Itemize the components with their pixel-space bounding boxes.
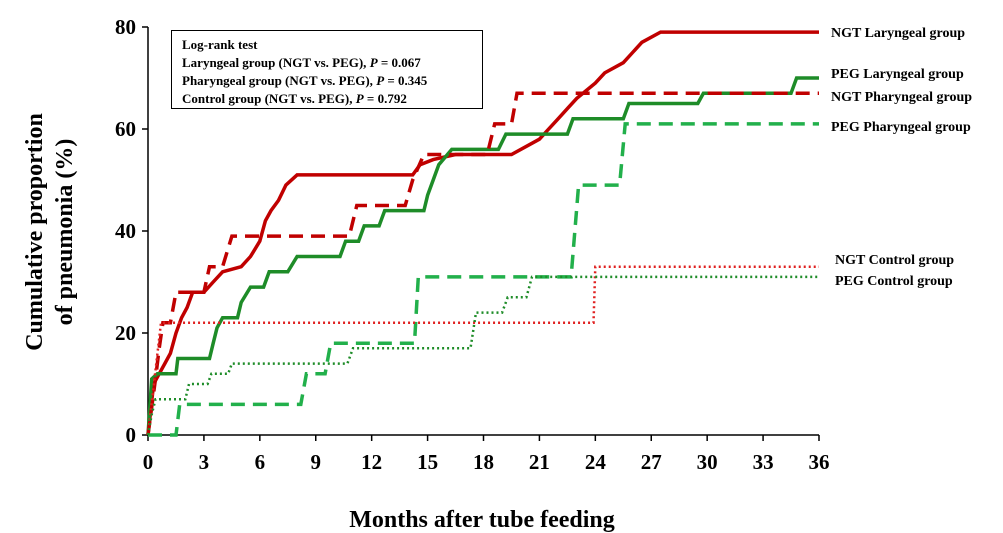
- p-symbol: P: [376, 73, 385, 88]
- annotation-row-text: Control group (NGT vs. PEG),: [182, 91, 356, 106]
- x-tick-label: 0: [143, 450, 154, 474]
- p-value: = 0.345: [384, 73, 428, 88]
- log-rank-annotation: Log-rank test Laryngeal group (NGT vs. P…: [171, 30, 483, 109]
- p-symbol: P: [369, 55, 378, 70]
- series-line-peg-control-group: [146, 275, 819, 436]
- series-line-ngt-laryngeal-group: [146, 30, 819, 436]
- series-label-peg-control-group: PEG Control group: [835, 274, 953, 289]
- x-tick-label: 6: [255, 450, 266, 474]
- y-axis-title-line-1: Cumulative proportion: [22, 113, 48, 351]
- annotation-row-control: Control group (NGT vs. PEG), P = 0.792: [182, 90, 482, 108]
- series-label-peg-pharyngeal-group: PEG Pharyngeal group: [831, 120, 971, 135]
- annotation-row-pharyngeal: Pharyngeal group (NGT vs. PEG), P = 0.34…: [182, 72, 482, 90]
- y-axis-title-line-2: of pneumonia (%): [52, 139, 78, 326]
- annotation-row-text: Laryngeal group (NGT vs. PEG),: [182, 55, 370, 70]
- x-tick-label: 27: [641, 450, 662, 474]
- x-tick-label: 18: [473, 450, 494, 474]
- x-tick-label: 24: [585, 450, 607, 474]
- p-value: = 0.792: [363, 91, 407, 106]
- series-label-ngt-pharyngeal-group: NGT Pharyngeal group: [831, 90, 972, 105]
- y-tick-label: 80: [115, 15, 136, 39]
- series-label-ngt-laryngeal-group: NGT Laryngeal group: [831, 26, 965, 41]
- y-tick-label: 60: [115, 117, 136, 141]
- x-tick-label: 3: [199, 450, 210, 474]
- annotation-row-laryngeal: Laryngeal group (NGT vs. PEG), P = 0.067: [182, 54, 482, 72]
- x-tick-label: 33: [753, 450, 774, 474]
- series-line-peg-laryngeal-group: [146, 76, 819, 436]
- y-tick-label: 20: [115, 321, 136, 345]
- series-line-ngt-pharyngeal-group: [146, 91, 819, 436]
- x-tick-label: 15: [417, 450, 438, 474]
- x-tick-label: 12: [361, 450, 382, 474]
- x-tick-label: 30: [697, 450, 718, 474]
- x-tick-label: 9: [311, 450, 322, 474]
- annotation-title: Log-rank test: [182, 37, 258, 52]
- y-axis-title: Cumulative proportion of pneumonia (%): [22, 113, 78, 351]
- x-tick-label: 36: [809, 450, 830, 474]
- p-symbol: P: [355, 91, 364, 106]
- x-axis-title: Months after tube feeding: [349, 507, 615, 533]
- y-tick-label: 0: [126, 423, 137, 447]
- p-value: = 0.067: [377, 55, 421, 70]
- series-label-ngt-control-group: NGT Control group: [835, 253, 954, 268]
- series-line-ngt-control-group: [146, 265, 819, 436]
- annotation-row-text: Pharyngeal group (NGT vs. PEG),: [182, 73, 377, 88]
- y-tick-label: 40: [115, 219, 136, 243]
- x-tick-label: 21: [529, 450, 550, 474]
- series-label-peg-laryngeal-group: PEG Laryngeal group: [831, 67, 964, 82]
- series-line-peg-pharyngeal-group: [148, 122, 819, 437]
